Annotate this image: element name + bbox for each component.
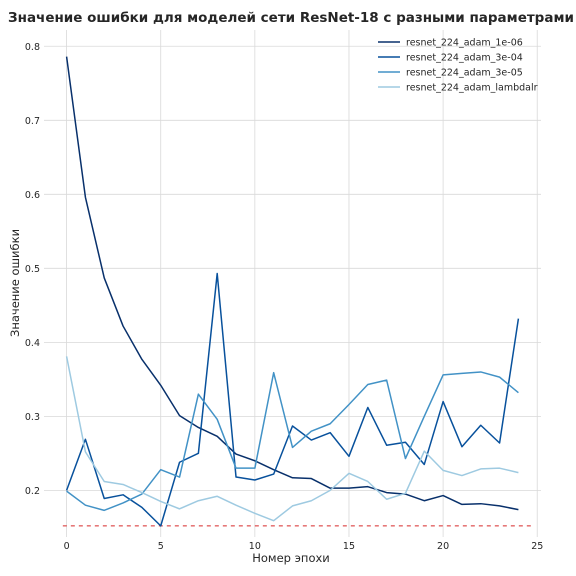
legend-label: resnet_224_adam_3e-04 bbox=[406, 53, 523, 64]
y-tick-label: 0.5 bbox=[25, 264, 40, 275]
x-tick-label: 0 bbox=[64, 541, 70, 552]
series-line-2 bbox=[67, 274, 519, 526]
y-tick-label: 0.3 bbox=[25, 412, 40, 423]
y-tick-label: 0.2 bbox=[25, 486, 40, 497]
x-axis-label: Номер эпохи bbox=[252, 551, 330, 565]
legend-label: resnet_224_adam_1e-06 bbox=[406, 38, 523, 49]
x-tick-label: 15 bbox=[343, 541, 355, 552]
legend-label: resnet_224_adam_3e-05 bbox=[406, 68, 523, 79]
x-tick-label: 20 bbox=[437, 541, 449, 552]
y-tick-labels: 0.2 0.3 0.4 0.5 0.6 0.7 0.8 bbox=[25, 42, 40, 497]
y-axis-label: Значение ошибки bbox=[8, 229, 22, 337]
legend-label: resnet_224_adam_lambdalr bbox=[406, 83, 538, 94]
y-tick-label: 0.7 bbox=[25, 116, 40, 127]
y-tick-label: 0.6 bbox=[25, 190, 40, 201]
x-tick-label: 25 bbox=[531, 541, 543, 552]
y-tick-label: 0.4 bbox=[25, 338, 40, 349]
series-line-4 bbox=[67, 356, 519, 520]
chart-title: Значение ошибки для моделей сети ResNet-… bbox=[8, 10, 574, 26]
grid-layer bbox=[44, 30, 541, 537]
y-tick-label: 0.8 bbox=[25, 42, 40, 53]
series-line-1 bbox=[67, 57, 519, 510]
x-tick-label: 5 bbox=[158, 541, 164, 552]
series-layer bbox=[67, 57, 519, 526]
